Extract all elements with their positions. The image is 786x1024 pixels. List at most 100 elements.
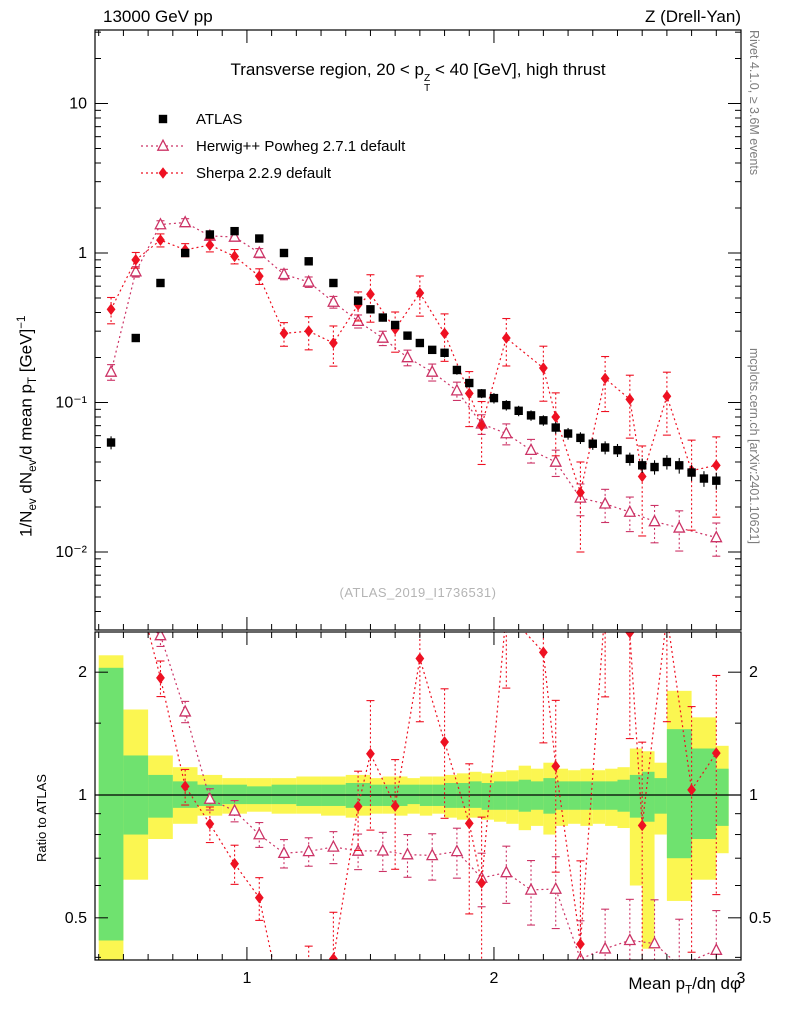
triangle-marker xyxy=(178,704,192,717)
diamond-marker xyxy=(205,239,215,251)
diamond-marker xyxy=(551,411,561,423)
square-marker xyxy=(637,461,647,470)
triangle-marker xyxy=(131,608,141,618)
legend-label-herwig-powheg-2-7-1-default: Herwig++ Powheg 2.7.1 default xyxy=(196,138,406,155)
svg-text:1: 1 xyxy=(78,787,87,804)
diamond-marker xyxy=(477,877,487,889)
diamond-marker xyxy=(576,938,585,950)
diamond-marker xyxy=(254,891,264,904)
square-marker xyxy=(390,320,400,330)
triangle-marker xyxy=(228,803,241,816)
triangle-marker xyxy=(203,791,217,804)
diamond-marker xyxy=(156,234,165,246)
triangle-marker xyxy=(302,274,315,287)
square-marker xyxy=(526,411,536,420)
diamond-marker xyxy=(158,167,168,179)
diamond-marker xyxy=(440,736,449,748)
square-marker xyxy=(502,400,511,410)
diamond-marker xyxy=(538,646,548,659)
diamond-marker xyxy=(390,800,400,812)
square-marker xyxy=(551,423,560,432)
axis-ticks xyxy=(95,30,742,960)
y-axis-label: 1/Nev dNev/d mean pT [GeV]−1 xyxy=(16,315,40,537)
triangle-marker xyxy=(672,520,686,533)
triangle-marker xyxy=(648,514,661,527)
square-marker xyxy=(650,462,659,472)
triangle-marker xyxy=(104,364,118,377)
svg-text:1: 1 xyxy=(78,245,87,262)
x-axis-label: Mean pT/dη dφ xyxy=(628,974,741,997)
ratio-axis-label: Ratio to ATLAS xyxy=(34,774,49,862)
triangle-marker xyxy=(710,942,723,955)
series-sherpa-2-2-9-default xyxy=(106,233,721,553)
triangle-marker xyxy=(376,330,390,343)
triangle-marker xyxy=(549,881,562,894)
square-marker xyxy=(329,278,338,288)
svg-text:1: 1 xyxy=(242,970,251,987)
triangle-marker xyxy=(376,843,390,856)
triangle-marker xyxy=(576,951,585,960)
svg-text:2: 2 xyxy=(78,664,87,681)
square-marker xyxy=(304,257,313,266)
diamond-marker xyxy=(254,270,264,282)
triangle-marker xyxy=(450,844,464,857)
square-marker xyxy=(712,476,721,485)
square-marker xyxy=(415,338,425,348)
diamond-marker xyxy=(230,250,239,263)
triangle-marker xyxy=(450,383,464,396)
svg-text:2: 2 xyxy=(749,664,758,681)
diamond-marker xyxy=(366,288,375,301)
square-marker xyxy=(255,234,264,243)
triangle-marker xyxy=(710,530,723,543)
diamond-marker xyxy=(711,747,721,759)
diamond-marker xyxy=(328,952,338,960)
triangle-marker xyxy=(648,936,661,949)
square-marker xyxy=(465,378,474,388)
triangle-marker xyxy=(549,454,562,467)
svg-text:10: 10 xyxy=(69,96,87,113)
triangle-marker xyxy=(327,294,340,307)
diamond-marker xyxy=(440,327,449,340)
triangle-marker xyxy=(156,138,170,151)
square-marker xyxy=(106,438,116,447)
diamond-marker xyxy=(304,325,314,337)
diamond-marker xyxy=(180,780,190,793)
square-marker xyxy=(279,248,289,258)
square-marker xyxy=(366,305,375,314)
square-marker xyxy=(180,248,190,258)
series-atlas xyxy=(106,226,721,490)
square-marker xyxy=(675,461,684,470)
diamond-marker xyxy=(600,372,610,385)
square-marker xyxy=(205,230,215,239)
triangle-marker xyxy=(129,264,143,277)
diamond-marker xyxy=(687,784,696,796)
triangle-marker xyxy=(678,958,681,960)
rivet-version-note: Rivet 4.1.0, ≥ 3.6M events xyxy=(747,30,761,176)
square-marker xyxy=(489,393,499,403)
square-marker xyxy=(477,389,486,398)
diamond-marker xyxy=(280,1009,289,1021)
triangle-marker xyxy=(425,364,439,377)
triangle-marker xyxy=(302,844,315,857)
square-marker xyxy=(230,226,239,236)
diamond-marker xyxy=(107,426,116,438)
diamond-marker xyxy=(477,419,487,432)
triangle-marker xyxy=(401,847,414,860)
diamond-marker xyxy=(551,760,561,773)
square-marker xyxy=(158,114,168,124)
triangle-marker xyxy=(598,496,612,509)
square-marker xyxy=(378,313,387,322)
ratio-panel-frame xyxy=(94,631,742,961)
analysis-id-watermark: (ATLAS_2019_I1736531) xyxy=(339,585,497,600)
tick-labels: 10 1 10⁻¹ 10⁻² 2 2 1 1 0.5 0.5 1 2 3 xyxy=(55,96,771,988)
svg-text:1: 1 xyxy=(749,787,758,804)
process-label: Z (Drell-Yan) xyxy=(644,7,741,26)
square-marker xyxy=(514,406,523,415)
legend-label-atlas: ATLAS xyxy=(196,111,242,128)
diamond-marker xyxy=(625,393,635,406)
diamond-marker xyxy=(464,387,474,400)
square-marker xyxy=(428,345,437,355)
